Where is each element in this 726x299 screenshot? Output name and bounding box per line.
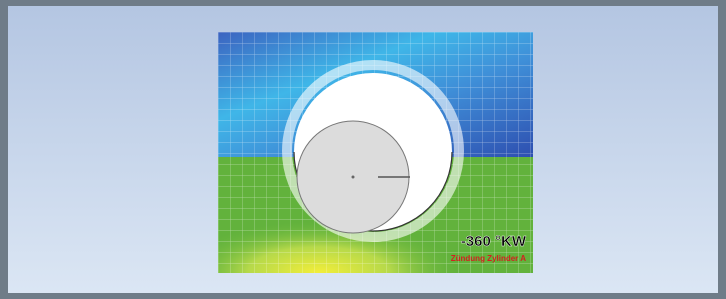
caption: Zündung Zylinder A — [451, 254, 526, 263]
angle-label: -360 °KW — [461, 233, 527, 250]
simulation-image: -360 °KW Zündung Zylinder A — [218, 32, 533, 273]
page: -360 °KW Zündung Zylinder A (() => { con… — [0, 0, 726, 299]
center — [352, 176, 355, 179]
